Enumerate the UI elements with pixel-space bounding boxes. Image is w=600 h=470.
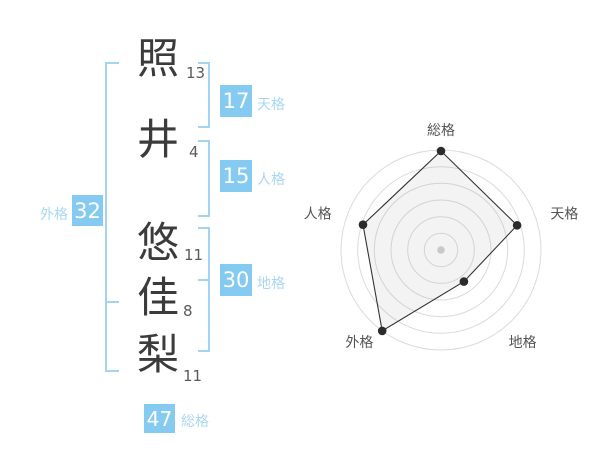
stroke-count-2: 4 [189,143,199,161]
stroke-count-5: 11 [183,367,203,385]
name-char-row: 井 [120,115,196,164]
bracket-jinkaku [198,140,210,217]
radar-data-point [436,146,446,156]
bracket-tenkaku [198,62,210,128]
radar-axis-label: 外格 [345,335,373,351]
jinkaku-label: 人格 [257,172,285,188]
jinkaku-badge: 15 [220,160,252,192]
gaikaku-label: 外格 [40,207,68,223]
radar-grid-ring [407,216,475,284]
tenkaku-badge: 17 [220,85,252,117]
stroke-count-4: 8 [183,302,193,320]
radar-axis-label: 総格 [427,123,455,139]
radar-grid-ring [423,232,459,268]
stroke-count-1: 13 [186,64,206,82]
name-char-1: 照 [136,34,179,83]
stroke-count-3: 11 [184,246,204,264]
chikaku-badge: 30 [220,264,252,296]
radar-data-point [377,326,387,336]
tenkaku-label: 天格 [257,97,285,113]
name-char-row: 梨 [120,330,196,379]
radar-data-point [512,221,522,230]
soukaku-badge: 47 [144,404,175,433]
name-char-3: 悠 [136,218,179,267]
gaikaku-badge: 32 [72,195,103,226]
radar-grid-ring [390,199,492,301]
radar-data-point [459,277,469,286]
bracket-chikaku [198,227,210,352]
name-char-5: 梨 [136,330,179,379]
radar-axis-label: 人格 [304,207,332,223]
name-char-2: 井 [136,115,179,164]
radar-grid-ring [373,182,509,318]
radar-center-dot [437,246,445,254]
soukaku-label: 総格 [181,414,209,430]
radar-chart-container: 総格天格地格 外格 人格 [291,100,591,400]
radar-data-polygon [362,150,518,332]
bracket-chikaku-tick [198,279,210,281]
radar-axis-label: 天格 [550,207,578,223]
radar-data-point [358,220,368,229]
name-char-row: 悠 [120,218,196,267]
radar-axis-label: 地格 [509,335,537,351]
name-char-row: 佳 [120,273,196,322]
name-char-row: 照 [120,34,196,83]
radar-grid-ring [357,166,525,334]
bracket-gaikaku [105,62,119,372]
chikaku-label: 地格 [257,276,285,292]
bracket-gaikaku-tick [105,301,119,303]
name-char-4: 佳 [136,273,179,322]
